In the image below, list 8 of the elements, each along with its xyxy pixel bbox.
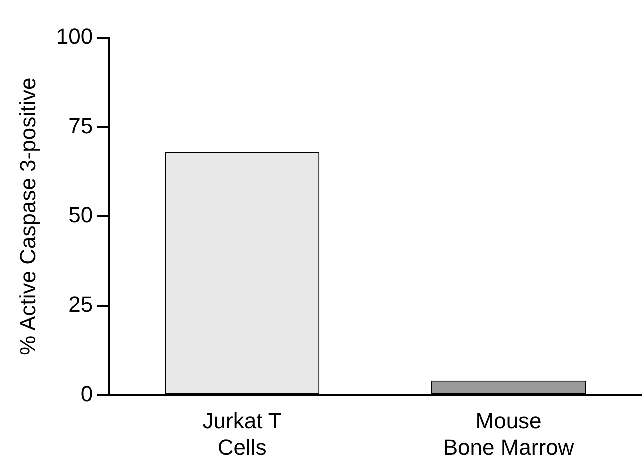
y-tick-label: 50 [68,202,94,228]
y-tick-label: 0 [80,381,94,406]
y-axis-title: % Active Caspase 3-positive [15,78,40,356]
x-tick-label: Mouse Bone Marrow [443,408,574,460]
y-tick-label: 75 [68,113,94,138]
y-tick-label: 100 [56,24,94,50]
y-tick-label: 25 [68,292,94,317]
x-tick-label: Jurkat T Cells [202,408,282,460]
